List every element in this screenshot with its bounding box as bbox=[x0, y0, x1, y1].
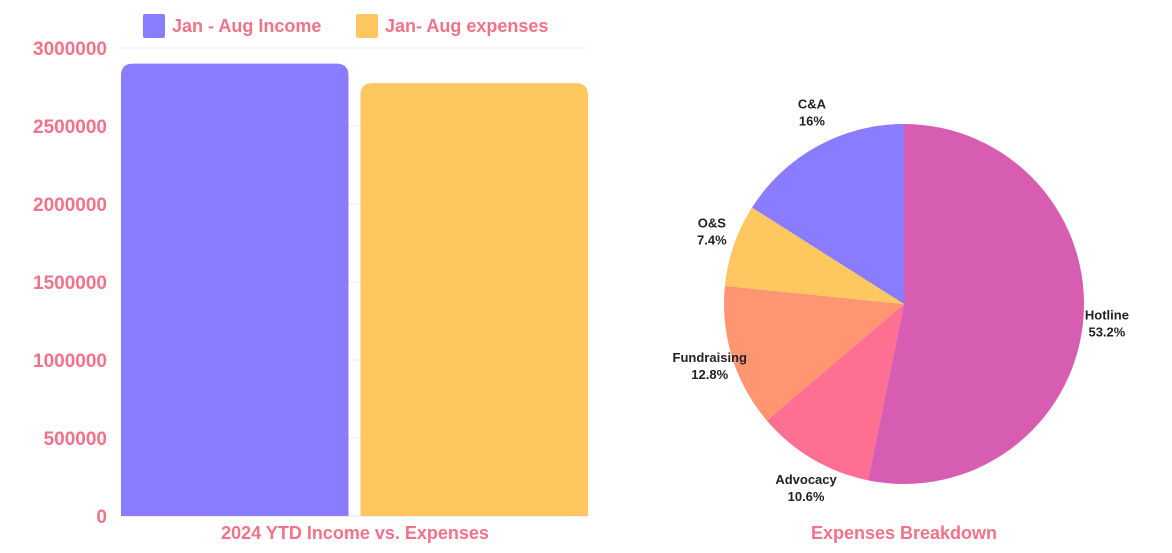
pie-label: Advocacy 10.6% bbox=[775, 472, 837, 504]
pie-slice-name: Fundraising bbox=[673, 350, 747, 365]
pie-label: Fundraising 12.8% bbox=[673, 350, 747, 382]
legend-label: Jan- Aug expenses bbox=[385, 16, 548, 36]
pie-slice-name: Hotline bbox=[1085, 308, 1129, 323]
pie-slices bbox=[724, 124, 1085, 484]
pie-slice-percent: 10.6% bbox=[788, 489, 825, 504]
y-tick-label: 1000000 bbox=[33, 351, 107, 372]
y-tick-label: 0 bbox=[96, 507, 107, 528]
bar-expenses bbox=[360, 83, 588, 516]
bar-x-axis-label: 2024 YTD Income vs. Expenses bbox=[221, 523, 489, 543]
bar-marks bbox=[121, 63, 588, 516]
legend-swatch bbox=[356, 14, 378, 38]
pie-slice-hotline bbox=[868, 124, 1085, 484]
pie-slice-percent: 12.8% bbox=[691, 367, 728, 382]
y-axis-ticks: 0 500000 1000000 1500000 2000000 2500000 30000… bbox=[33, 39, 107, 528]
y-tick-label: 500000 bbox=[44, 429, 107, 450]
pie-slice-percent: 53.2% bbox=[1088, 325, 1125, 340]
y-tick-label: 1500000 bbox=[33, 273, 107, 294]
legend-swatch bbox=[143, 14, 165, 38]
y-tick-label: 3000000 bbox=[33, 39, 107, 60]
pie-slice-name: C&A bbox=[798, 97, 827, 112]
pie-labels: Hotline 53.2% Advocacy 10.6% Fundraising 12.8… bbox=[673, 97, 1129, 504]
bar-income bbox=[121, 63, 349, 516]
pie-title: Expenses Breakdown bbox=[811, 523, 997, 543]
pie-slice-ca bbox=[752, 124, 904, 304]
pie-label: C&A 16% bbox=[798, 97, 827, 129]
pie-slice-fundraising bbox=[724, 285, 904, 421]
pie-slice-os bbox=[724, 207, 904, 304]
bar-legend: Jan - Aug Income Jan- Aug expenses bbox=[143, 14, 548, 38]
pie-slice-percent: 7.4% bbox=[697, 232, 727, 247]
pie-label: O&S 7.4% bbox=[697, 215, 727, 247]
pie-slice-name: Advocacy bbox=[775, 472, 837, 487]
pie-slice-advocacy bbox=[766, 304, 904, 481]
pie-label: Hotline 53.2% bbox=[1085, 308, 1129, 340]
y-tick-label: 2500000 bbox=[33, 117, 107, 138]
pie-slice-percent: 16% bbox=[799, 114, 825, 129]
pie-slice-name: O&S bbox=[698, 215, 727, 230]
y-tick-label: 2000000 bbox=[33, 195, 107, 216]
legend-label: Jan - Aug Income bbox=[172, 16, 321, 36]
pie-chart: Hotline 53.2% Advocacy 10.6% Fundraising 12.8… bbox=[673, 97, 1129, 543]
bar-chart: 0 500000 1000000 1500000 2000000 2500000 30000… bbox=[33, 14, 588, 543]
